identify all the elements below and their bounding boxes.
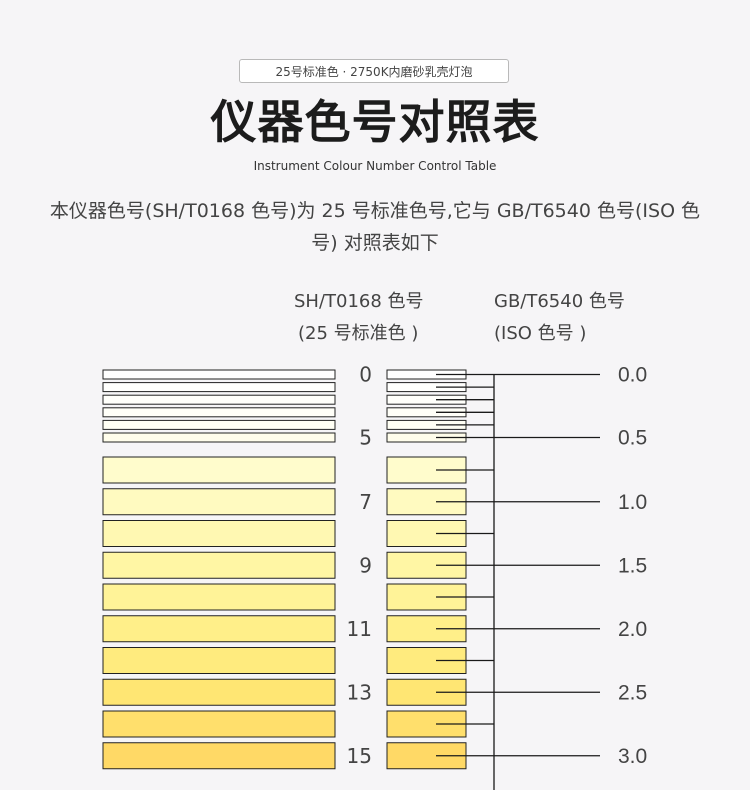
sh-color-swatch bbox=[102, 432, 336, 443]
sh-color-swatch bbox=[102, 710, 336, 738]
sh-color-swatch bbox=[102, 615, 336, 643]
sh-color-swatch bbox=[102, 407, 336, 418]
sh-number-label: 13 bbox=[347, 680, 372, 704]
sh-number-label: 15 bbox=[347, 744, 372, 768]
sh-number-label: 0 bbox=[359, 363, 372, 387]
product-badge: 25号标准色 · 2750K内磨砂乳壳灯泡 bbox=[239, 59, 509, 83]
sh-color-swatch bbox=[102, 583, 336, 611]
sh-color-swatch bbox=[102, 369, 336, 380]
sh-number-label: 5 bbox=[359, 426, 372, 450]
sh-color-swatch bbox=[102, 520, 336, 547]
english-subtitle: Instrument Colour Number Control Table bbox=[253, 159, 497, 173]
sh-color-swatch bbox=[102, 742, 336, 770]
iso-number-label: 0.0 bbox=[618, 364, 647, 387]
sh-color-swatch bbox=[102, 419, 336, 430]
description-text: 本仪器色号(SH/T0168 色号)为 25 号标准色号,它与 GB/T6540… bbox=[49, 200, 701, 254]
sh-color-swatch bbox=[102, 488, 336, 516]
sh-number-label: 9 bbox=[359, 553, 372, 577]
sh-color-swatch bbox=[102, 551, 336, 579]
iso-column-subheader: (ISO 色号 ) bbox=[494, 323, 587, 344]
sh-number-label: 11 bbox=[347, 617, 372, 641]
sh-column-subheader: (25 号标准色 ) bbox=[298, 323, 419, 344]
page-title: 仪器色号对照表 bbox=[210, 95, 540, 149]
iso-number-label: 2.5 bbox=[618, 681, 647, 704]
sh-color-swatch bbox=[102, 394, 336, 405]
sh-color-swatch bbox=[102, 647, 336, 674]
sh-color-swatch bbox=[102, 678, 336, 706]
iso-number-label: 3.0 bbox=[618, 745, 647, 768]
sh-color-swatch bbox=[102, 382, 336, 393]
iso-number-label: 2.0 bbox=[618, 618, 647, 641]
sh-number-label: 7 bbox=[359, 490, 372, 514]
sh-color-swatch bbox=[102, 456, 336, 484]
iso-column-header: GB/T6540 色号 bbox=[494, 291, 625, 312]
iso-number-label: 1.0 bbox=[618, 491, 647, 514]
iso-number-label: 0.5 bbox=[618, 427, 647, 450]
sh-column-header: SH/T0168 色号 bbox=[294, 291, 424, 312]
iso-number-label: 1.5 bbox=[618, 554, 647, 577]
